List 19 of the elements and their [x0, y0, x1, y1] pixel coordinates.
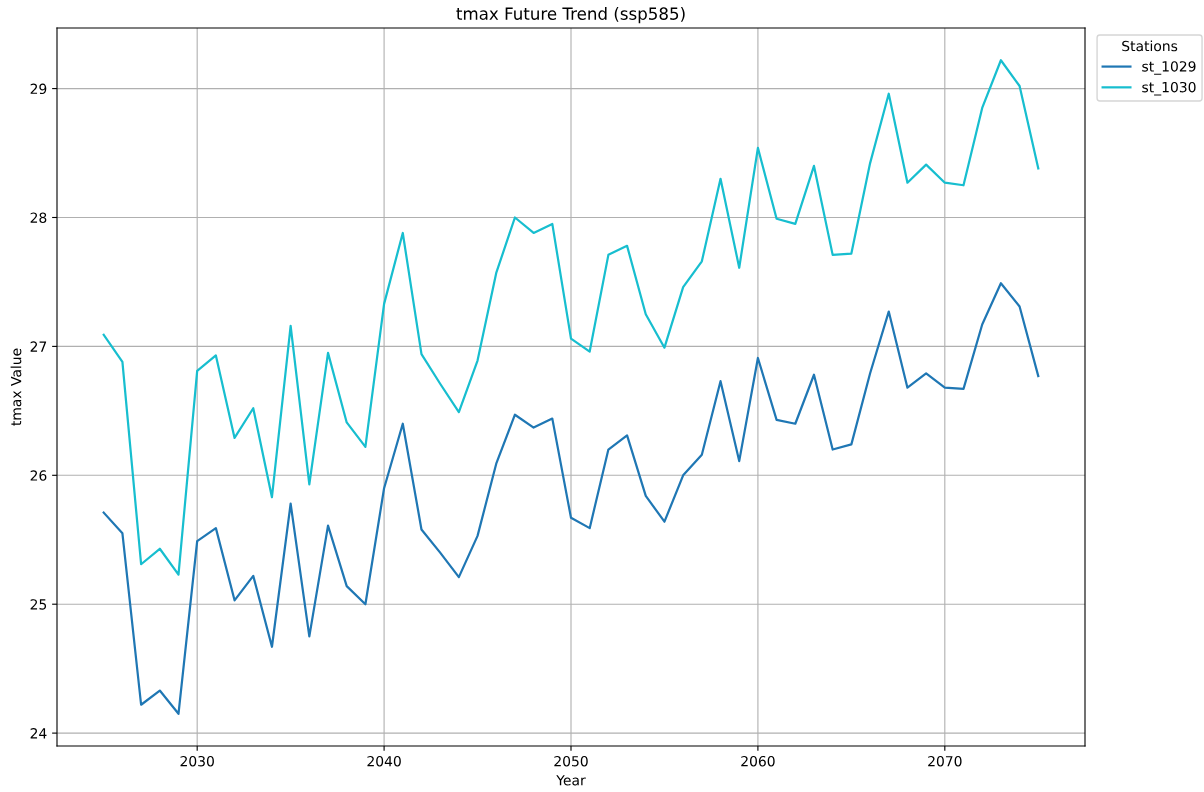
y-tick-label: 26: [30, 470, 47, 481]
x-axis-title: Year: [556, 775, 586, 786]
line-series: [102, 282, 1040, 715]
x-tick-label: 2040: [367, 755, 401, 767]
y-tick-label: 28: [30, 212, 47, 223]
chart-title: tmax Future Trend (ssp585): [456, 7, 685, 24]
y-tick-label: 29: [30, 83, 47, 95]
y-tick-label: 27: [30, 341, 47, 352]
legend-label: st_1029: [1142, 61, 1196, 75]
y-tick-label: 25: [30, 599, 47, 610]
x-tick-label: 2060: [741, 755, 775, 767]
x-tick-label: 2070: [928, 755, 962, 767]
y-tick-label: 24: [30, 728, 47, 739]
x-tick-label: 2050: [554, 755, 588, 767]
line-series: [102, 59, 1040, 576]
legend-label: st_1030: [1142, 81, 1196, 96]
y-axis-title: tmax Value: [10, 348, 22, 426]
x-tick-label: 2030: [180, 755, 214, 767]
legend-title: Stations: [1122, 40, 1178, 52]
